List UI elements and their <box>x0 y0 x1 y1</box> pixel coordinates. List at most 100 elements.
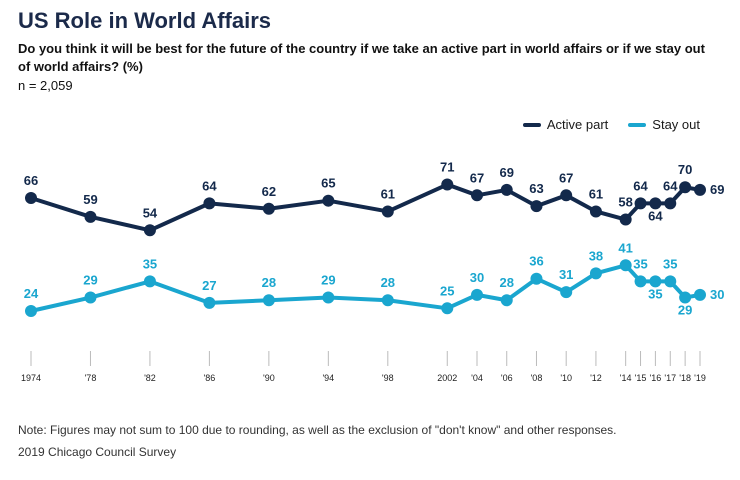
data-label-stay-1978: 29 <box>83 273 97 288</box>
source-credit: 2019 Chicago Council Survey <box>18 445 177 459</box>
data-label-stay-1974: 24 <box>24 286 39 301</box>
data-label-active-2016: 64 <box>648 208 663 223</box>
data-point-active-1978 <box>84 210 97 223</box>
data-point-active-2008 <box>530 200 543 213</box>
chart-subtitle: Do you think it will be best for the fut… <box>18 41 705 74</box>
legend-swatch-active <box>522 122 541 127</box>
data-point-stay-2006 <box>500 294 513 307</box>
data-label-stay-2004: 30 <box>470 270 484 285</box>
data-point-active-2015 <box>634 197 647 210</box>
x-tick-label-'98: '98 <box>382 373 394 383</box>
data-label-stay-1994: 29 <box>321 273 335 288</box>
data-point-active-2018 <box>679 181 692 194</box>
data-point-stay-1982 <box>143 275 156 288</box>
data-label-active-1986: 64 <box>202 178 217 193</box>
data-label-active-1998: 61 <box>381 186 395 201</box>
x-tick-label-'82: '82 <box>144 373 156 383</box>
data-point-stay-2016 <box>649 275 662 288</box>
legend-item-active: Active part <box>522 117 609 132</box>
data-label-stay-1998: 28 <box>381 275 395 290</box>
data-point-active-1986 <box>203 197 216 210</box>
x-tick-label-'06: '06 <box>501 373 513 383</box>
x-tick-label-'18: '18 <box>679 373 691 383</box>
data-point-active-2012 <box>589 205 602 218</box>
x-tick-label-'14: '14 <box>620 373 632 383</box>
data-label-stay-2006: 28 <box>499 275 513 290</box>
data-point-stay-1986 <box>203 296 216 309</box>
sample-size: n = 2,059 <box>18 78 73 93</box>
data-point-stay-1978 <box>84 291 97 304</box>
data-point-active-1990 <box>262 202 275 215</box>
data-label-active-2019: 69 <box>710 182 724 197</box>
data-point-active-2014 <box>619 213 632 226</box>
data-label-stay-2018: 29 <box>678 303 692 318</box>
data-point-active-2006 <box>500 183 513 196</box>
data-point-stay-2012 <box>589 267 602 280</box>
data-label-active-2018: 70 <box>678 162 692 177</box>
data-label-stay-2019: 30 <box>710 287 724 302</box>
data-point-stay-2017 <box>664 275 677 288</box>
x-tick-label-'90: '90 <box>263 373 275 383</box>
x-tick-label-'17: '17 <box>664 373 676 383</box>
data-point-active-2002 <box>441 178 454 191</box>
data-point-active-1974 <box>25 192 37 204</box>
data-label-stay-2016: 35 <box>648 286 662 301</box>
x-tick-label-'12: '12 <box>590 373 602 383</box>
data-label-active-2015: 64 <box>633 178 648 193</box>
data-point-stay-2015 <box>634 275 647 288</box>
data-label-active-2002: 71 <box>440 160 454 175</box>
x-tick-label-'15: '15 <box>635 373 647 383</box>
data-label-stay-2014: 41 <box>618 240 632 255</box>
legend: Active part Stay out <box>522 117 700 132</box>
legend-label-active: Active part <box>546 117 609 132</box>
data-point-stay-2019 <box>694 288 706 301</box>
data-label-stay-1990: 28 <box>262 275 276 290</box>
data-label-stay-2008: 36 <box>529 254 543 269</box>
data-label-active-2014: 58 <box>618 195 632 210</box>
data-label-active-1994: 65 <box>321 176 335 191</box>
data-label-stay-2002: 25 <box>440 283 454 298</box>
data-point-active-2004 <box>471 189 483 202</box>
line-chart: 1974 '78 '82 '86 '90 '94 '98 2002 '04 '06 '08 '10 '1… <box>21 160 724 383</box>
data-label-stay-1986: 27 <box>202 278 216 293</box>
data-point-stay-1974 <box>25 305 37 317</box>
data-label-active-1978: 59 <box>83 192 97 207</box>
data-point-active-1982 <box>143 224 156 237</box>
data-point-stay-2004 <box>471 288 483 301</box>
data-label-active-2012: 61 <box>589 186 603 201</box>
data-label-active-2017: 64 <box>663 178 678 193</box>
data-label-active-1974: 66 <box>24 173 38 188</box>
x-tick-label-'10: '10 <box>560 373 572 383</box>
data-point-active-2017 <box>664 197 677 210</box>
data-point-active-2010 <box>560 189 573 202</box>
data-label-active-2004: 67 <box>470 170 484 185</box>
data-label-active-1982: 54 <box>143 205 158 220</box>
data-point-active-2019 <box>694 183 706 196</box>
footnote: Note: Figures may not sum to 100 due to … <box>18 423 617 437</box>
x-tick-label-'08: '08 <box>531 373 543 383</box>
chart-title: US Role in World Affairs <box>18 8 272 33</box>
data-label-stay-2015: 35 <box>633 256 647 271</box>
x-tick-label-'16: '16 <box>650 373 662 383</box>
x-tick-label-2002: 2002 <box>437 373 457 383</box>
data-point-stay-1990 <box>262 294 275 307</box>
data-label-active-2010: 67 <box>559 170 573 185</box>
x-tick-label-'19: '19 <box>694 373 706 383</box>
data-label-stay-2010: 31 <box>559 267 573 282</box>
data-label-stay-2017: 35 <box>663 256 677 271</box>
data-point-stay-2018 <box>679 291 692 304</box>
data-point-stay-1998 <box>381 294 394 307</box>
data-label-active-2006: 69 <box>499 165 513 180</box>
x-tick-label-'94: '94 <box>322 373 334 383</box>
data-label-stay-2012: 38 <box>589 248 603 263</box>
data-point-stay-2002 <box>441 302 454 315</box>
data-label-active-2008: 63 <box>529 181 543 196</box>
data-point-active-1994 <box>322 194 335 207</box>
data-point-stay-2010 <box>560 286 573 299</box>
data-label-active-1990: 62 <box>262 184 276 199</box>
legend-swatch-stay <box>628 122 647 127</box>
x-tick-label-'78: '78 <box>85 373 97 383</box>
legend-label-stay: Stay out <box>652 117 700 132</box>
data-point-active-2016 <box>649 197 662 210</box>
x-tick-label-'04: '04 <box>471 373 483 383</box>
